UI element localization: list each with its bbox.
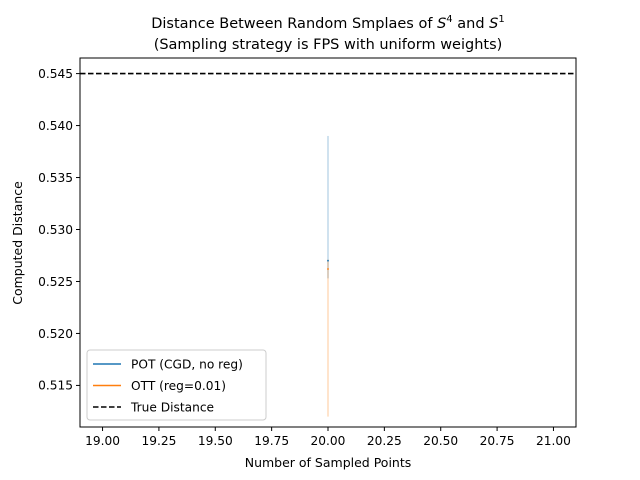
x-tick-label: 19.75 [254,434,289,448]
x-tick-label: 19.25 [141,434,176,448]
x-tick-label: 21.00 [536,434,571,448]
title-s2: S [489,16,498,32]
x-tick-label: 20.25 [367,434,402,448]
title-mid: and [453,16,490,32]
x-ticks: 19.00 19.25 19.50 19.75 20.00 20.25 20.50 20.75… [85,427,571,448]
x-tick-label: 20.50 [423,434,458,448]
error-band-0 [327,135,329,279]
legend-label-pot: POT (CGD, no reg) [131,358,243,372]
y-tick-label: 0.515 [38,379,73,393]
y-ticks: 0.515 0.520 0.525 0.530 0.535 0.540 0.545 [38,67,80,393]
plot-frame [79,57,577,428]
legend-label-true-distance: True Distance [130,401,214,415]
title-s1-exp: 4 [446,14,452,25]
legend-label-ott: OTT (reg=0.01) [131,379,226,393]
y-tick-label: 0.525 [38,275,73,289]
x-axis-label: Number of Sampled Points [245,455,412,470]
y-tick-label: 0.530 [38,223,73,237]
y-tick-label: 0.545 [38,67,73,81]
x-tick-label: 19.50 [198,434,233,448]
x-tick-label: 20.75 [480,434,515,448]
error-bands [327,135,329,417]
chart-title-line2: (Sampling strategy is FPS with uniform w… [154,37,503,53]
chart-title-line1: Distance Between Random Smplaes of S4 an… [151,14,505,32]
title-s1: S [437,16,446,32]
legend-box [86,349,267,421]
x-tick-label: 19.00 [85,434,120,448]
title-prefix: Distance Between Random Smplaes of [151,16,437,32]
y-axis-label: Computed Distance [10,181,25,305]
series-point-1-0 [327,268,329,270]
y-tick-label: 0.540 [38,119,73,133]
error-band-1 [327,259,329,417]
y-tick-label: 0.520 [38,327,73,341]
y-tick-label: 0.535 [38,171,73,185]
series-point-0-0 [327,259,329,262]
series-points [327,259,329,270]
x-tick-label: 20.00 [311,434,346,448]
title-s2-exp: 1 [498,14,504,25]
legend: POT (CGD, no reg) OTT (reg=0.01) True Di… [86,349,267,421]
